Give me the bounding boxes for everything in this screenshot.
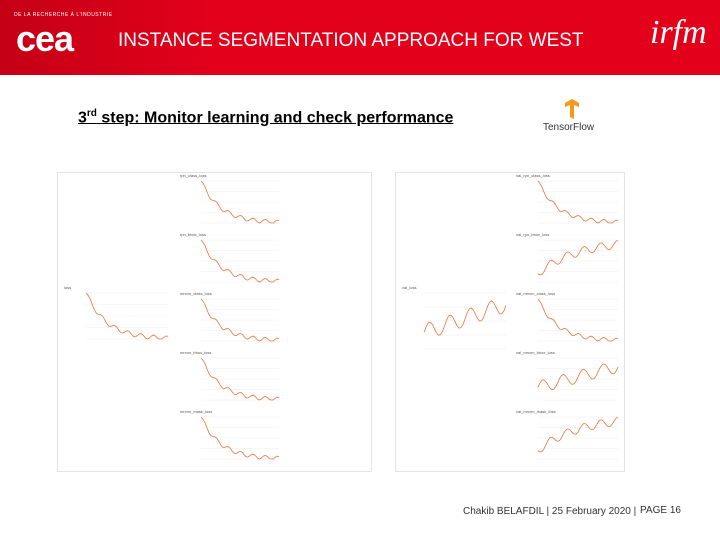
curve — [200, 298, 280, 342]
screenshot-panel: val_loss val_rpn_class_loss val_rpn_bbox_l… — [395, 172, 625, 472]
curve — [200, 180, 280, 224]
mini-chart: val_loss — [402, 285, 507, 350]
curve — [537, 363, 619, 391]
mini-chart: val_mrcnn_bbox_loss — [516, 350, 619, 401]
ordinal: 3 — [78, 109, 87, 127]
mini-chart: rpn_class_loss — [180, 173, 280, 224]
chart-label: loss — [64, 285, 71, 290]
curve — [537, 298, 619, 342]
chart-label: val_loss — [402, 285, 416, 290]
curve — [423, 300, 507, 336]
mini-chart: rpn_bbox_loss — [180, 232, 280, 283]
mini-chart: mrcnn_bbox_loss — [180, 350, 280, 401]
logo: cea — [16, 18, 74, 59]
chart-label: val_mrcnn_bbox_loss — [516, 350, 555, 355]
curve — [537, 240, 619, 276]
mini-chart: mrcnn_class_loss — [180, 291, 280, 342]
ordinal-suffix: rd — [86, 108, 97, 119]
tool-icon — [565, 99, 579, 119]
chart-label: mrcnn_bbox_loss — [180, 350, 211, 355]
chart-label: val_rpn_bbox_loss — [516, 232, 549, 237]
curve — [200, 416, 280, 460]
chart-label: val_mrcnn_class_loss — [516, 291, 555, 296]
chart-label: rpn_bbox_loss — [180, 232, 206, 237]
chart-label: mrcnn_mask_loss — [180, 409, 212, 414]
mini-chart: mrcnn_mask_loss — [180, 409, 280, 460]
mini-chart: loss — [64, 285, 169, 340]
screenshot-panel: loss rpn_class_loss rpn_bbox_loss mrcnn_cla… — [57, 172, 372, 472]
curve — [85, 292, 169, 340]
page-number: PAGE 16 — [640, 505, 681, 516]
slide-title: INSTANCE SEGMENTATION APPROACH FOR WEST — [118, 30, 584, 51]
footer-author: Chakib BELAFDIL | 25 February 2020 | — [463, 506, 637, 517]
curve — [200, 239, 280, 283]
org-tagline: DE LA RECHERCHE À L'INDUSTRIE — [14, 12, 113, 18]
header-bar — [0, 0, 720, 75]
mini-chart: val_mrcnn_mask_loss — [516, 409, 619, 460]
curve — [537, 417, 619, 453]
curve — [537, 180, 619, 224]
mini-chart: val_rpn_class_loss — [516, 173, 619, 224]
subtitle-text: step: Monitor learning and check perform… — [96, 109, 454, 127]
chart-label: rpn_class_loss — [180, 173, 206, 178]
mini-chart: val_rpn_bbox_loss — [516, 232, 619, 283]
subtitle: 3rd step: Monitor learning and check per… — [78, 108, 453, 127]
chart-label: val_mrcnn_mask_loss — [516, 409, 556, 414]
chart-label: mrcnn_class_loss — [180, 291, 212, 296]
chart-label: val_rpn_class_loss — [516, 173, 550, 178]
mini-chart: val_mrcnn_class_loss — [516, 291, 619, 342]
tool-logo: TensorFlow — [543, 122, 595, 133]
curve — [200, 357, 280, 401]
partner-logo: irfm — [650, 14, 707, 51]
